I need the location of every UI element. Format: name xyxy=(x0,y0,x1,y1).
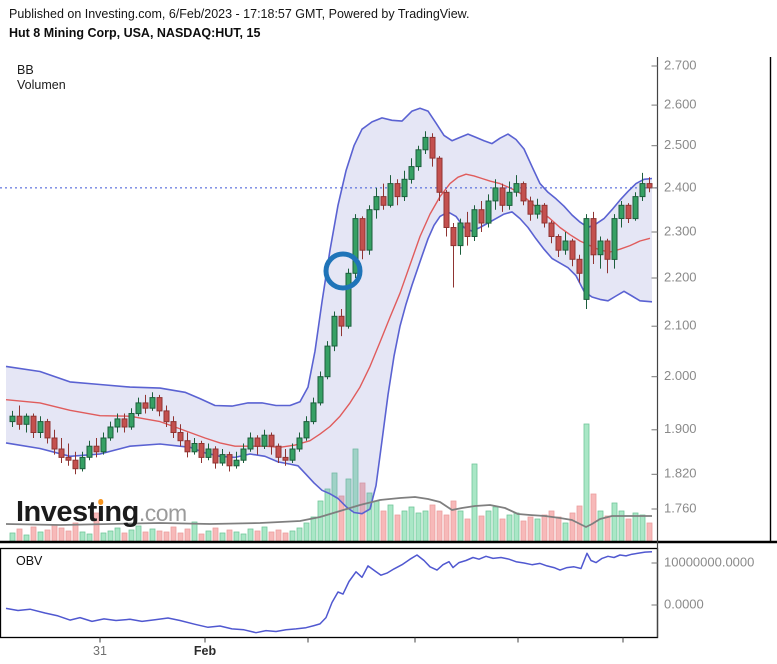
indicator-labels: BB Volumen xyxy=(17,63,66,93)
logo-part2: ng xyxy=(104,496,139,528)
price-tick-label: 2.700 xyxy=(664,57,697,72)
investing-logo: Investıng.com xyxy=(16,496,187,529)
price-tick-label: 2.600 xyxy=(664,97,697,112)
price-tick-label: 2.100 xyxy=(664,318,697,333)
price-tick-label: 1.820 xyxy=(664,466,697,481)
price-tick-label: 2.400 xyxy=(664,179,697,194)
obv-line xyxy=(5,550,653,634)
price-axis-ticks: 2.700 2.600 2.500 2.400 2.300 2.200 2.100 2.000… xyxy=(651,57,697,515)
indicator-label-volume: Volumen xyxy=(17,78,66,92)
logo-orange-dot-i: ı xyxy=(96,496,105,528)
published-line: Published on Investing.com, 6/Feb/2023 -… xyxy=(9,7,470,21)
indicator-label-obv: OBV xyxy=(16,554,43,568)
x-axis-label: Feb xyxy=(194,644,217,658)
bollinger-lower-line xyxy=(5,211,653,515)
price-tick-label: 2.200 xyxy=(664,269,697,284)
x-axis: 31 Feb xyxy=(93,637,624,658)
logo-suffix: .com xyxy=(138,500,187,526)
bollinger-band xyxy=(5,107,653,515)
bollinger-middle-line xyxy=(5,173,651,448)
price-tick-label: 2.000 xyxy=(664,368,697,383)
obv-pane-border xyxy=(0,547,659,639)
bollinger-upper-line xyxy=(5,107,653,407)
price-tick-label: 1.900 xyxy=(664,421,697,436)
obv-axis-ticks: 10000000.0000 0.0000 xyxy=(651,554,754,611)
highlight-circle-annotation xyxy=(323,251,363,291)
price-tick-label: 2.500 xyxy=(664,137,697,152)
logo-wordmark: Investıng xyxy=(16,496,139,528)
indicator-label-bb: BB xyxy=(17,63,34,77)
price-tick-label: 2.300 xyxy=(664,223,697,238)
logo-part1: Invest xyxy=(16,496,97,528)
symbol-title: Hut 8 Mining Corp, USA, NASDAQ:HUT, 15 xyxy=(9,26,261,40)
obv-tick-label: 0.0000 xyxy=(664,596,704,611)
price-tick-label: 1.760 xyxy=(664,500,697,515)
x-axis-label: 31 xyxy=(93,644,107,658)
axes xyxy=(0,57,777,639)
obv-tick-label: 10000000.0000 xyxy=(664,554,754,569)
volume-ma-line xyxy=(5,496,652,528)
candles xyxy=(9,131,653,475)
